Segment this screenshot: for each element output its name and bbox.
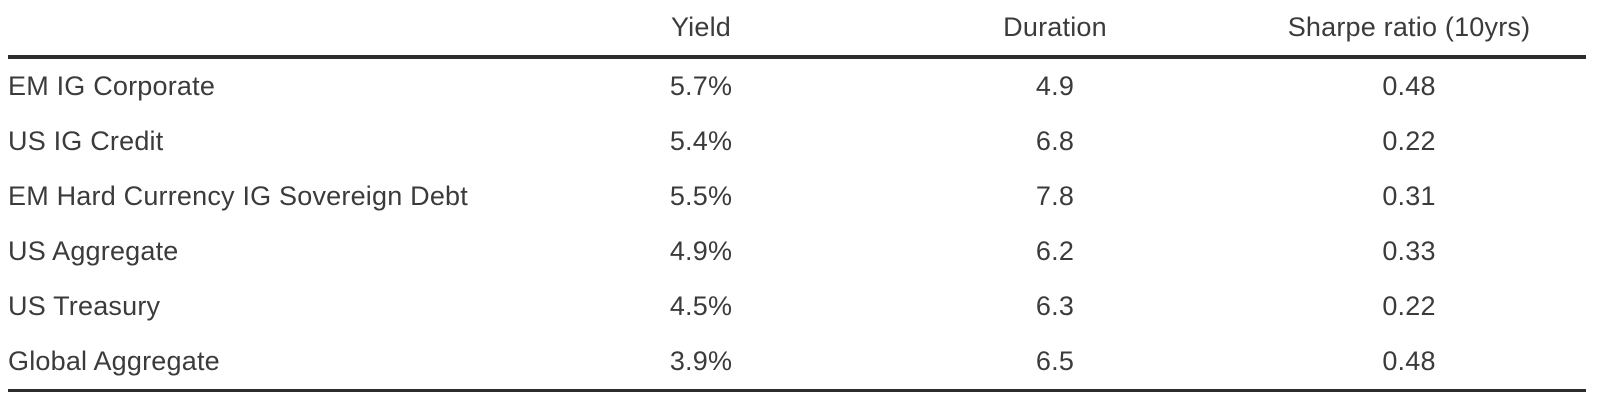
header-sharpe-ratio: Sharpe ratio (10yrs) <box>1232 0 1586 59</box>
sharpe-cell: 0.31 <box>1382 181 1436 211</box>
duration-cell: 6.8 <box>1035 126 1075 156</box>
yield-cell: 5.4% <box>669 126 733 156</box>
bond-metrics-table: Yield Duration Sharpe ratio (10yrs) EM I… <box>8 0 1586 392</box>
yield-cell: 4.5% <box>669 291 733 321</box>
sharpe-cell: 0.48 <box>1382 346 1436 376</box>
table-row: US IG Credit 5.4% 6.8 0.22 <box>8 114 1586 169</box>
header-empty-cell <box>8 0 524 59</box>
yield-cell: 5.7% <box>669 71 733 101</box>
duration-cell: 7.8 <box>1035 181 1075 211</box>
table-row: US Treasury 4.5% 6.3 0.22 <box>8 279 1586 334</box>
header-duration: Duration <box>878 0 1232 59</box>
row-label: US Treasury <box>8 291 161 321</box>
duration-cell: 6.5 <box>1035 346 1075 376</box>
table-row: EM Hard Currency IG Sovereign Debt 5.5% … <box>8 169 1586 224</box>
row-label: EM IG Corporate <box>8 71 216 101</box>
duration-cell: 6.2 <box>1035 236 1075 266</box>
table-row: EM IG Corporate 5.7% 4.9 0.48 <box>8 57 1586 114</box>
yield-cell: 5.5% <box>669 181 733 211</box>
duration-cell: 4.9 <box>1035 71 1075 101</box>
sharpe-cell: 0.48 <box>1382 71 1436 101</box>
row-label: EM Hard Currency IG Sovereign Debt <box>8 181 468 211</box>
sharpe-cell: 0.33 <box>1382 236 1436 266</box>
header-row: Yield Duration Sharpe ratio (10yrs) <box>8 0 1586 59</box>
row-label: Global Aggregate <box>8 346 220 376</box>
row-label: US Aggregate <box>8 236 179 266</box>
table-row: US Aggregate 4.9% 6.2 0.33 <box>8 224 1586 279</box>
row-label: US IG Credit <box>8 126 164 156</box>
header-yield: Yield <box>524 0 878 59</box>
sharpe-cell: 0.22 <box>1382 126 1436 156</box>
table-row: Global Aggregate 3.9% 6.5 0.48 <box>8 334 1586 391</box>
duration-cell: 6.3 <box>1035 291 1075 321</box>
yield-cell: 3.9% <box>669 346 733 376</box>
sharpe-cell: 0.22 <box>1382 291 1436 321</box>
yield-cell: 4.9% <box>669 236 733 266</box>
